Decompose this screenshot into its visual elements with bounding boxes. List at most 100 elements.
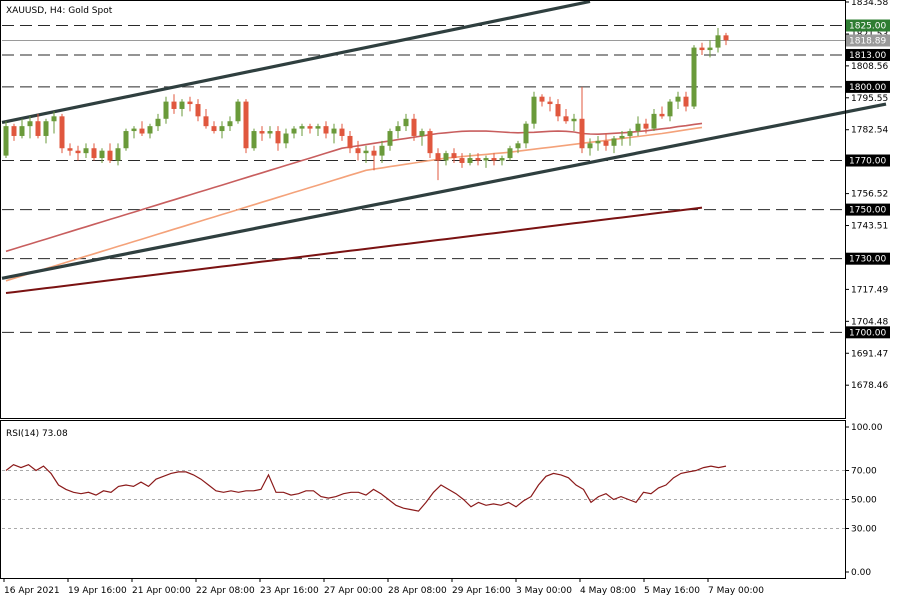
candle <box>323 121 329 139</box>
candle-body <box>179 101 185 109</box>
candle <box>571 113 577 132</box>
candle <box>267 126 273 139</box>
candle <box>259 126 265 141</box>
price-panel <box>1 0 887 333</box>
candle-body <box>131 128 137 132</box>
y-tick-label: 1782.54 <box>851 126 888 136</box>
candle-body <box>331 128 337 134</box>
candle-body <box>595 140 601 144</box>
candle-body <box>91 148 97 159</box>
candle-body <box>563 116 569 122</box>
candle <box>355 140 361 161</box>
candle <box>547 96 553 112</box>
candle-body <box>411 118 417 136</box>
chart-title: XAUUSD, H4: Gold Spot <box>6 6 113 16</box>
candle <box>187 96 193 112</box>
level-label: 1800.00 <box>849 83 886 93</box>
candle <box>531 91 537 129</box>
candle <box>387 128 393 151</box>
candle-body <box>347 135 353 149</box>
candle-body <box>139 128 145 134</box>
candle <box>147 123 153 139</box>
candle <box>243 99 249 154</box>
candle-body <box>315 126 321 129</box>
candle-body <box>395 126 401 132</box>
candle-body <box>675 96 681 102</box>
x-tick-label: 23 Apr 16:00 <box>260 586 319 596</box>
candle-body <box>723 35 729 41</box>
candle <box>203 108 209 129</box>
candle <box>427 128 433 159</box>
candle-body <box>699 47 705 51</box>
candle-body <box>683 96 689 107</box>
candle <box>179 99 185 117</box>
candle <box>403 113 409 132</box>
level-label-box <box>846 203 890 216</box>
candle <box>227 116 233 132</box>
candle-body <box>707 47 713 51</box>
current-price-label: 1818.89 <box>849 37 886 47</box>
candle <box>275 126 281 151</box>
candle-body <box>523 123 529 144</box>
candle <box>11 123 17 141</box>
level-label-box <box>846 154 890 167</box>
candle <box>307 123 313 134</box>
candle <box>235 99 241 124</box>
candle <box>291 126 297 139</box>
candle <box>27 116 33 139</box>
candle-body <box>43 121 49 136</box>
candle <box>539 94 545 107</box>
candle <box>195 99 201 122</box>
rsi-tick-label: 0.00 <box>851 568 871 578</box>
candle <box>723 32 729 46</box>
candle-body <box>403 118 409 127</box>
level-label: 1813.00 <box>849 51 886 61</box>
candle <box>283 128 289 149</box>
candle-body <box>155 118 161 127</box>
candle-body <box>99 150 105 159</box>
candle-body <box>283 133 289 144</box>
candle <box>643 118 649 134</box>
level-label: 1700.00 <box>849 328 886 338</box>
candle-body <box>59 116 65 149</box>
candle <box>251 128 257 151</box>
candle-body <box>459 158 465 163</box>
candle <box>363 145 369 163</box>
candle <box>83 143 89 159</box>
candle <box>443 150 449 166</box>
candle <box>475 153 481 166</box>
candle <box>51 111 57 134</box>
x-tick-label: 16 Apr 2021 <box>4 586 60 596</box>
candle-body <box>299 126 305 129</box>
level-label: 1750.00 <box>849 206 886 216</box>
candle-body <box>211 126 217 132</box>
candle <box>595 135 601 151</box>
candle-body <box>371 150 377 156</box>
candle <box>123 128 129 151</box>
candle-body <box>251 131 257 149</box>
candle <box>507 145 513 161</box>
x-tick-label: 3 May 00:00 <box>516 586 572 596</box>
candle <box>299 123 305 136</box>
candle-body <box>531 96 537 124</box>
candle-body <box>435 153 441 161</box>
x-tick-label: 29 Apr 16:00 <box>452 586 511 596</box>
x-tick-label: 27 Apr 00:00 <box>324 586 383 596</box>
candle-body <box>123 131 129 149</box>
channel-lower-line <box>1 102 887 280</box>
channel-upper-line <box>1 0 591 125</box>
y-tick-label: 1808.56 <box>851 62 888 72</box>
candle <box>691 45 697 109</box>
candle <box>659 106 665 119</box>
level-label-box <box>846 80 890 93</box>
candle-body <box>651 113 657 129</box>
candle <box>627 128 633 146</box>
rsi-tick-label: 50.00 <box>851 496 877 506</box>
y-tick-label: 1678.46 <box>851 381 888 391</box>
candle-body <box>379 145 385 156</box>
candle <box>211 121 217 134</box>
candle <box>219 121 225 139</box>
candle-body <box>203 116 209 127</box>
candle-body <box>587 143 593 149</box>
candle <box>451 148 457 163</box>
